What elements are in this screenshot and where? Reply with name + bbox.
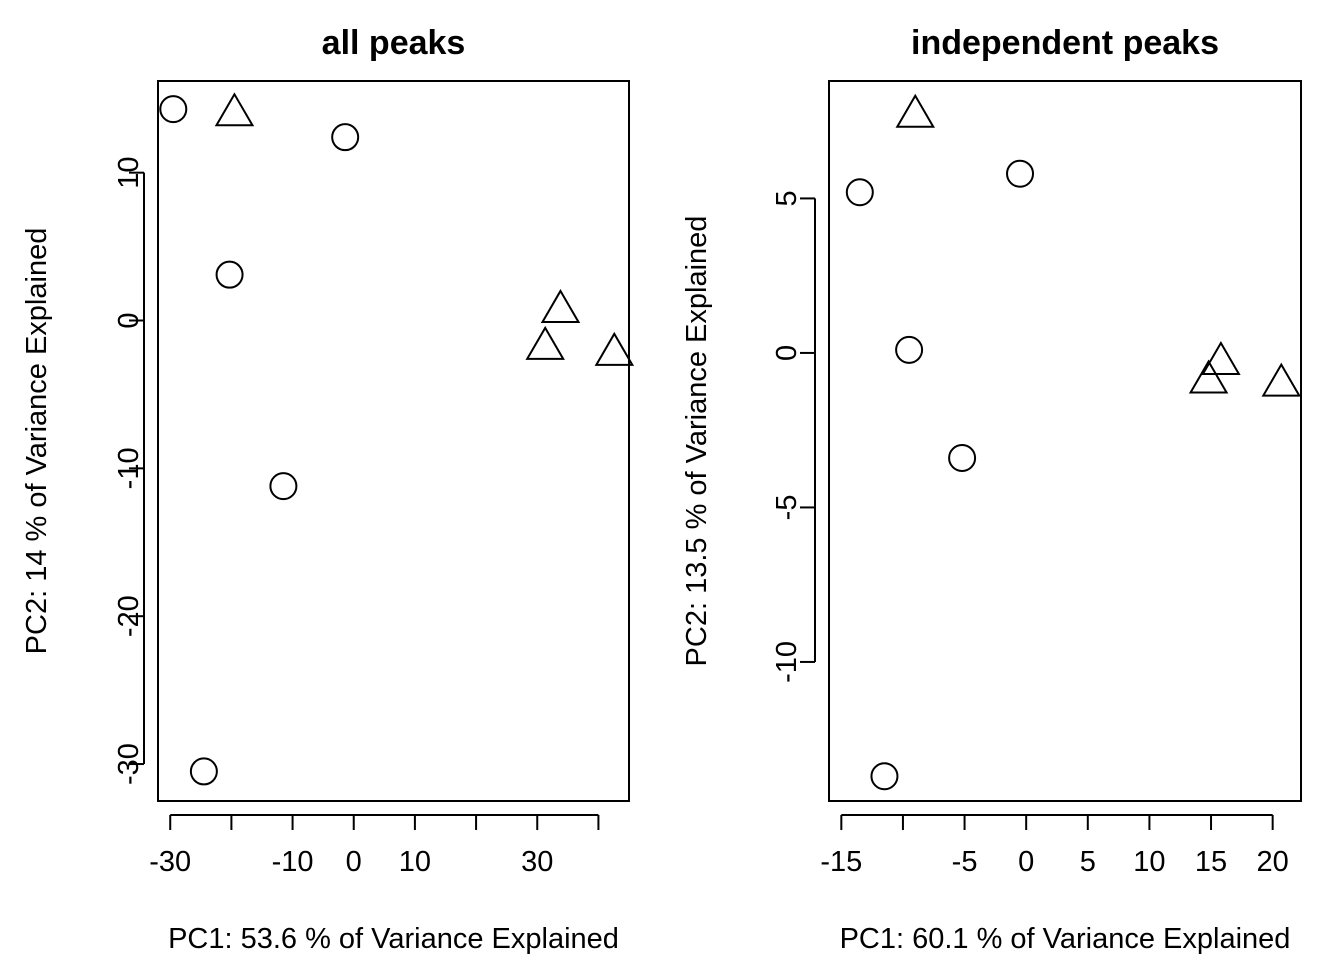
y-axis-label: PC2: 14 % of Variance Explained: [21, 228, 53, 655]
panel-independent-peaks: independent peaks PC1: 60.1 % of Varianc…: [681, 24, 1302, 955]
y-tick-label: -10: [771, 641, 803, 683]
y-tick-label: 10: [113, 157, 145, 189]
x-tick-label: -10: [272, 846, 314, 878]
x-axis-label: PC1: 53.6 % of Variance Explained: [168, 923, 619, 955]
triangle-point: [214, 92, 255, 127]
x-axis-label: PC1: 60.1 % of Variance Explained: [840, 923, 1291, 955]
chart-title: independent peaks: [911, 24, 1219, 62]
triangle-point: [540, 288, 581, 323]
x-tick-label: 15: [1195, 846, 1227, 878]
y-tick-label: -10: [113, 447, 145, 489]
y-tick-label: -30: [113, 743, 145, 785]
circle-point: [895, 335, 924, 364]
x-tick-label: 0: [1018, 846, 1034, 878]
circle-point: [189, 757, 218, 786]
y-tick-label: 5: [771, 190, 803, 206]
plot-frame: [828, 80, 1302, 802]
circle-point: [845, 178, 874, 207]
triangle-point: [525, 325, 565, 360]
triangle-point: [895, 93, 936, 128]
triangle-point: [1201, 340, 1241, 375]
circle-point: [331, 123, 360, 152]
y-tick-label: 0: [113, 312, 145, 328]
x-tick-label: 30: [521, 846, 553, 878]
x-tick-label: 0: [346, 846, 362, 878]
panel-all-peaks: all peaks PC1: 53.6 % of Variance Explai…: [21, 24, 635, 955]
y-axis-label: PC2: 13.5 % of Variance Explained: [681, 216, 713, 667]
triangle-point: [1261, 362, 1302, 397]
y-tick-label: -5: [771, 495, 803, 521]
chart-title: all peaks: [322, 24, 466, 62]
circle-point: [159, 95, 188, 124]
x-tick-label: -5: [952, 846, 978, 878]
triangle-point: [1188, 359, 1229, 394]
x-tick-label: 10: [399, 846, 431, 878]
x-tick-label: -15: [820, 846, 862, 878]
y-tick-label: 0: [771, 345, 803, 361]
plot-frame: [157, 80, 630, 802]
x-tick-label: -30: [149, 846, 191, 878]
circle-point: [269, 472, 298, 501]
x-tick-label: 5: [1080, 846, 1096, 878]
circle-point: [215, 260, 244, 289]
y-tick-label: -20: [113, 595, 145, 637]
circle-point: [870, 762, 899, 791]
circle-point: [1006, 159, 1035, 188]
triangle-point: [594, 331, 635, 366]
circle-point: [948, 443, 977, 472]
x-tick-label: 20: [1257, 846, 1289, 878]
x-tick-label: 10: [1133, 846, 1165, 878]
